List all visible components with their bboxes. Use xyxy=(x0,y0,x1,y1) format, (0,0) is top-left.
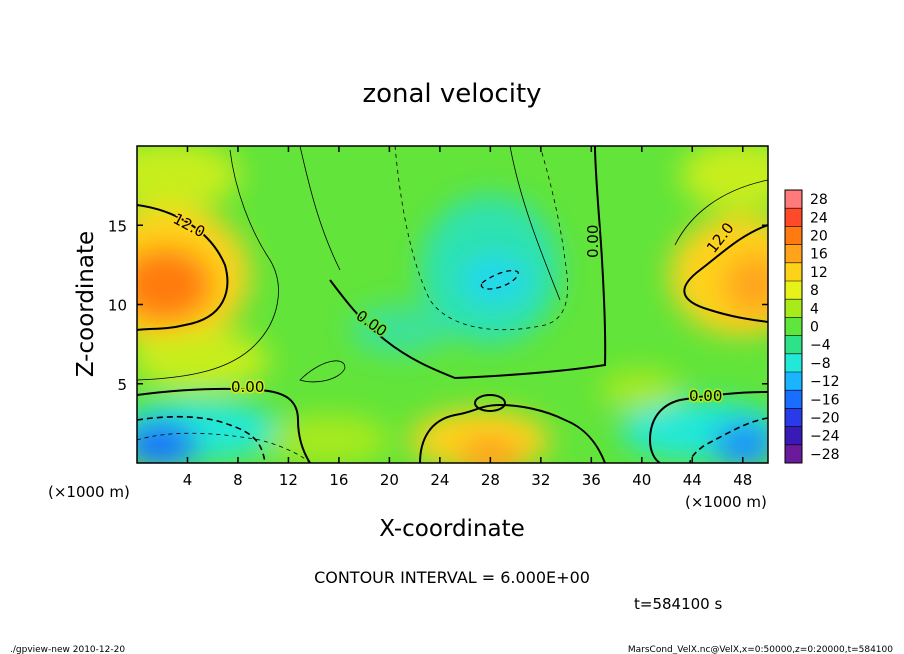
colorbar-label: 20 xyxy=(810,229,828,245)
contour-thin-2 xyxy=(299,146,341,271)
x-tick-label: 20 xyxy=(380,471,399,489)
contour-12-right xyxy=(683,224,768,323)
colorbar-swatch xyxy=(785,426,802,446)
contour-thin-3 xyxy=(674,179,768,246)
colorbar-label: 8 xyxy=(810,283,819,299)
colorbar-swatch xyxy=(785,262,802,282)
plot-field xyxy=(137,146,768,463)
contour-neg-cyan xyxy=(480,269,519,290)
colorbar-label: 16 xyxy=(810,247,828,263)
colorbar-swatch xyxy=(785,226,802,246)
x-unit-right: (×1000 m) xyxy=(685,493,767,511)
x-tick-label: 4 xyxy=(183,471,193,489)
colorbar-label: −16 xyxy=(810,392,840,408)
colorbar-label: −28 xyxy=(810,447,840,463)
x-axis-label: X-coordinate xyxy=(379,516,525,542)
colorbar-label: 28 xyxy=(810,192,828,208)
footer-left: ./gpview-new 2010-12-20 xyxy=(10,645,125,654)
contour-0-bottom xyxy=(419,403,606,463)
contour-neg-left xyxy=(137,415,266,463)
contour-thin-4 xyxy=(509,146,561,301)
y-axis-label: Z-coordinate xyxy=(73,231,99,377)
colorbar-swatch xyxy=(785,281,802,300)
x-tick-label: 28 xyxy=(481,471,500,489)
colorbar-swatch xyxy=(785,390,802,409)
y-tick-label: 5 xyxy=(117,376,127,394)
x-unit-left: (×1000 m) xyxy=(48,483,130,501)
time-label: t=584100 s xyxy=(634,595,722,613)
colorbar-label: 4 xyxy=(810,301,819,317)
x-tick-label: 40 xyxy=(632,471,651,489)
contour-12-left xyxy=(137,204,229,331)
contour-interval: CONTOUR INTERVAL = 6.000E+00 xyxy=(314,568,590,587)
contour-0-right xyxy=(648,391,768,463)
contour-0-island xyxy=(474,394,506,412)
x-tick-label: 16 xyxy=(329,471,348,489)
x-tick-label: 36 xyxy=(582,471,601,489)
colorbar-swatch xyxy=(785,299,802,318)
colorbar-label: −8 xyxy=(810,356,831,372)
footer-right: MarsCond_VelX.nc@VelX,x=0:50000,z=0:2000… xyxy=(628,645,893,654)
x-tick-label: 32 xyxy=(531,471,550,489)
colorbar: 28 24 20 16 12 8 4 0 −4 −8 −12 −16 −20 −24 −28 xyxy=(784,189,840,464)
contour-dash-left xyxy=(137,432,311,463)
colorbar-label: 0 xyxy=(810,320,819,336)
colorbar-label: −20 xyxy=(810,411,840,427)
y-tick-label: 15 xyxy=(108,217,127,235)
contour-0-main xyxy=(329,146,607,380)
x-tick-label: 48 xyxy=(733,471,752,489)
y-axis: 5 10 15 xyxy=(108,217,768,394)
colorbar-swatch xyxy=(785,208,802,227)
x-axis: 4 8 12 16 20 24 28 32 36 40 44 48 xyxy=(183,146,752,489)
colorbar-swatch xyxy=(785,190,802,209)
colorbar-label: 12 xyxy=(810,265,828,281)
colorbar-swatch xyxy=(785,335,802,355)
colorbar-swatch xyxy=(785,408,802,428)
x-tick-label: 44 xyxy=(683,471,702,489)
colorbar-swatch xyxy=(785,444,802,464)
contour-thin-5 xyxy=(299,360,346,383)
y-tick-label: 10 xyxy=(108,297,127,315)
contour-lines xyxy=(137,146,768,463)
x-tick-label: 24 xyxy=(430,471,449,489)
colorbar-label: −4 xyxy=(810,338,831,354)
colorbar-label: 24 xyxy=(810,210,828,226)
colorbar-swatch xyxy=(785,372,802,391)
colorbar-label: −12 xyxy=(810,374,840,390)
chart-title: zonal velocity xyxy=(362,79,541,109)
colorbar-swatch xyxy=(785,244,802,264)
contour-label: 0.00 xyxy=(584,225,602,258)
colorbar-swatch xyxy=(785,317,802,337)
colorbar-label: −24 xyxy=(810,429,840,445)
contour-0-left xyxy=(137,387,311,463)
x-tick-label: 12 xyxy=(279,471,298,489)
contour-label: 0.00 xyxy=(689,387,722,405)
colorbar-swatch xyxy=(785,353,802,373)
contour-thin-1 xyxy=(137,149,279,381)
contour-label: 0.00 xyxy=(231,378,264,396)
x-tick-label: 8 xyxy=(233,471,243,489)
